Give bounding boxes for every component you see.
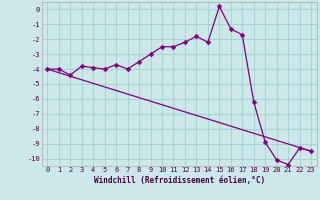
X-axis label: Windchill (Refroidissement éolien,°C): Windchill (Refroidissement éolien,°C) <box>94 176 265 185</box>
